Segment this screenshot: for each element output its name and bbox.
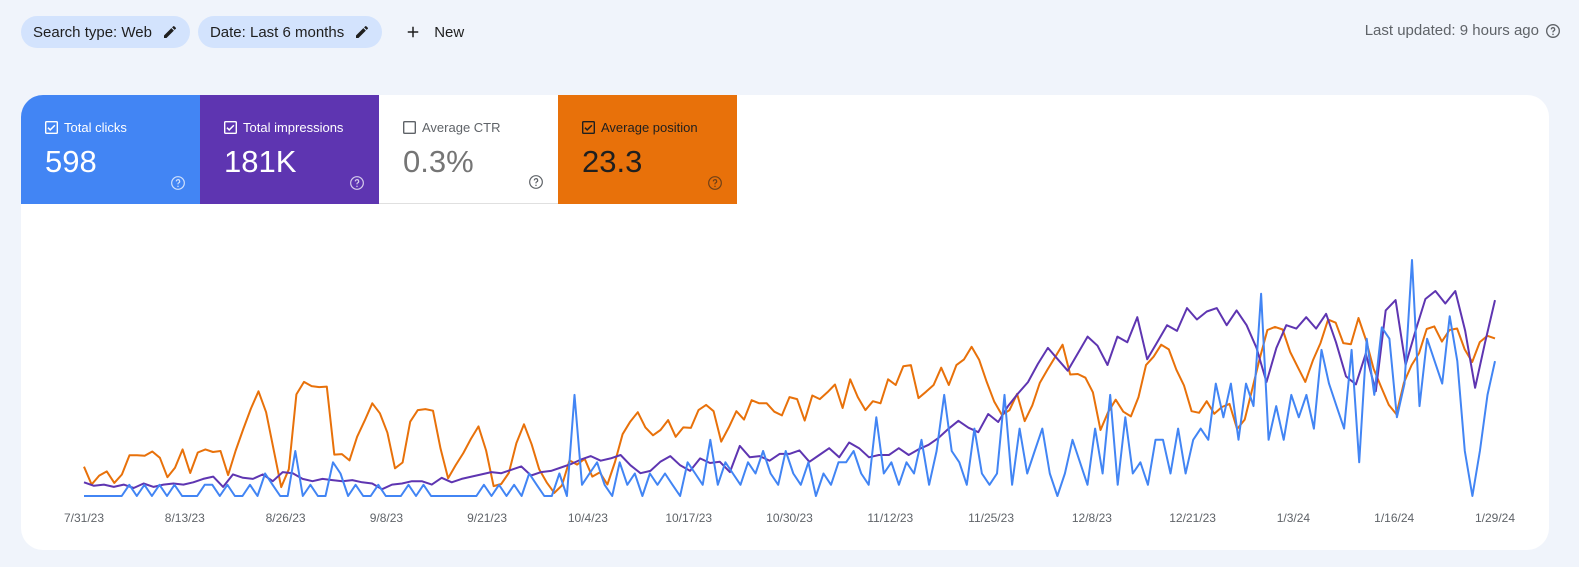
x-tick-label: 10/30/23 <box>766 511 813 525</box>
average-ctr-value: 0.3% <box>403 144 474 179</box>
new-filter-button[interactable]: New <box>394 16 474 48</box>
total-clicks-value: 598 <box>45 144 97 179</box>
checkbox-checked-icon[interactable] <box>45 121 58 134</box>
series-line-total-clicks <box>84 259 1496 497</box>
average-ctr-label: Average CTR <box>422 120 501 135</box>
search-type-chip[interactable]: Search type: Web <box>21 16 190 48</box>
average-ctr-tile[interactable]: Average CTR 0.3% <box>379 95 558 204</box>
performance-card: 7/31/23 8/13/23 8/26/23 9/8/23 9/21/23 10/4/2… <box>21 95 1549 550</box>
x-tick-label: 7/31/23 <box>64 511 104 525</box>
x-tick-label: 8/13/23 <box>165 511 205 525</box>
series-line-average-position <box>83 317 1496 494</box>
x-tick-label: 1/29/24 <box>1475 511 1515 525</box>
plus-icon <box>407 26 419 38</box>
x-tick-label: 8/26/23 <box>266 511 306 525</box>
chart-lines <box>83 259 1496 497</box>
average-position-header: Average position <box>582 120 698 135</box>
average-position-tile[interactable]: Average position 23.3 <box>558 95 737 204</box>
x-tick-label: 11/12/23 <box>867 511 913 525</box>
x-tick-label: 12/8/23 <box>1072 511 1112 525</box>
search-type-label: Search type: Web <box>33 23 152 41</box>
help-icon[interactable] <box>528 174 544 190</box>
checkbox-checked-icon[interactable] <box>224 121 237 134</box>
date-chip[interactable]: Date: Last 6 months <box>197 16 383 48</box>
total-impressions-label: Total impressions <box>243 120 344 135</box>
x-tick-label: 11/25/23 <box>968 511 1014 525</box>
x-tick-label: 9/21/23 <box>467 511 507 525</box>
x-tick-label: 10/17/23 <box>665 511 712 525</box>
x-tick-label: 1/3/24 <box>1277 511 1311 525</box>
average-position-label: Average position <box>601 120 698 135</box>
total-clicks-tile[interactable]: Total clicks 598 <box>21 95 200 204</box>
last-updated-text: Last updated: 9 hours ago <box>1364 22 1539 39</box>
metric-tiles: Total clicks 598 Total impressions 181K … <box>21 95 737 204</box>
average-ctr-header: Average CTR <box>403 120 501 135</box>
help-icon[interactable] <box>1545 23 1561 39</box>
performance-chart: 7/31/23 8/13/23 8/26/23 9/8/23 9/21/23 10/4/2… <box>64 259 1515 525</box>
pencil-icon <box>163 25 176 38</box>
x-tick-label: 1/16/24 <box>1374 511 1414 525</box>
help-icon[interactable] <box>170 175 186 191</box>
date-label: Date: Last 6 months <box>209 23 345 41</box>
average-position-value: 23.3 <box>582 144 643 179</box>
x-tick-label: 10/4/23 <box>568 511 608 525</box>
x-axis-labels: 7/31/23 8/13/23 8/26/23 9/8/23 9/21/23 10/4/2… <box>64 511 1515 525</box>
checkbox-checked-icon[interactable] <box>582 121 595 134</box>
total-impressions-tile[interactable]: Total impressions 181K <box>200 95 379 204</box>
x-tick-label: 9/8/23 <box>370 511 404 525</box>
pencil-icon <box>356 25 369 38</box>
x-tick-label: 12/21/23 <box>1169 511 1216 525</box>
total-clicks-label: Total clicks <box>64 120 127 135</box>
help-icon[interactable] <box>707 175 723 191</box>
total-impressions-header: Total impressions <box>224 120 343 135</box>
total-clicks-header: Total clicks <box>45 120 127 135</box>
last-updated: Last updated: 9 hours ago <box>1365 22 1561 39</box>
help-icon[interactable] <box>349 175 365 191</box>
total-impressions-value: 181K <box>224 144 297 179</box>
checkbox-unchecked-icon[interactable] <box>403 121 416 134</box>
series-line-total-impressions <box>83 290 1496 491</box>
filter-bar: Search type: Web Date: Last 6 months New <box>21 16 474 48</box>
new-filter-label: New <box>434 23 465 41</box>
